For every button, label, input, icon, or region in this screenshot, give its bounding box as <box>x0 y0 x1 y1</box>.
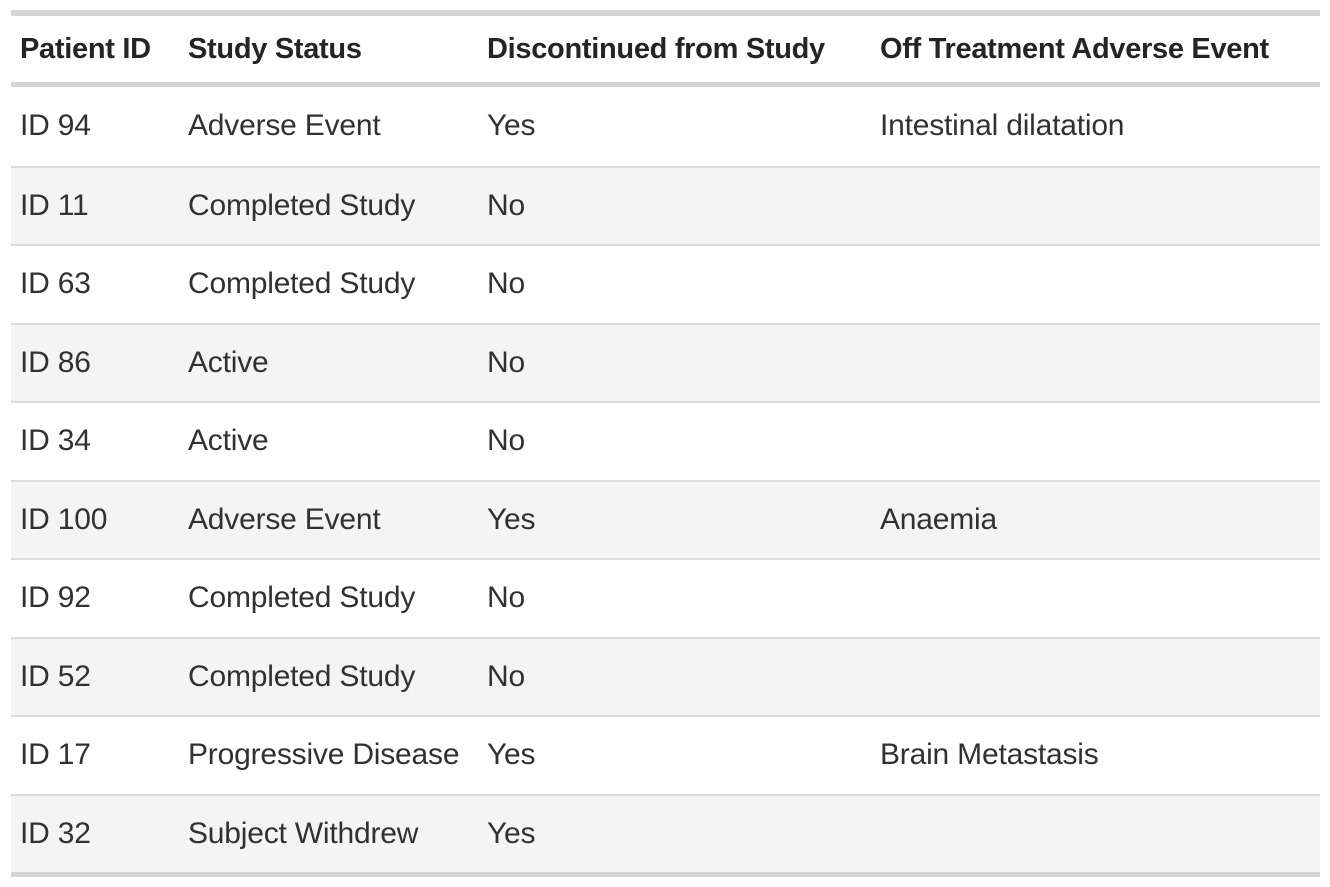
column-header-discontinued-from-study[interactable]: Discontinued from Study <box>487 32 825 65</box>
cell-study-status: Completed Study <box>188 188 416 222</box>
cell-study-status: Active <box>188 424 269 458</box>
column-header-off-treatment-adverse-event[interactable]: Off Treatment Adverse Event <box>880 32 1269 65</box>
cell-patient-id: ID 86 <box>20 345 91 379</box>
cell-patient-id: ID 94 <box>20 109 91 143</box>
cell-study-status: Completed Study <box>188 267 416 301</box>
cell-discontinued: Yes <box>487 816 536 850</box>
cell-patient-id: ID 100 <box>20 502 108 536</box>
cell-patient-id: ID 63 <box>20 267 91 301</box>
cell-patient-id: ID 32 <box>20 816 91 850</box>
cell-patient-id: ID 17 <box>20 738 91 772</box>
table-row[interactable]: ID 34 Active No <box>11 401 1320 480</box>
cell-study-status: Adverse Event <box>188 502 381 536</box>
table-row[interactable]: ID 11 Completed Study No <box>11 165 1320 244</box>
cell-adverse-event: Intestinal dilatation <box>880 109 1125 143</box>
table-row[interactable]: ID 100 Adverse Event Yes Anaemia <box>11 479 1320 558</box>
table-body: ID 94 Adverse Event Yes Intestinal dilat… <box>11 87 1320 877</box>
cell-study-status: Subject Withdrew <box>188 816 419 850</box>
cell-patient-id: ID 11 <box>20 188 89 222</box>
column-header-study-status[interactable]: Study Status <box>188 32 362 65</box>
table-row[interactable]: ID 63 Completed Study No <box>11 244 1320 323</box>
cell-discontinued: Yes <box>487 109 536 143</box>
cell-discontinued: No <box>487 659 525 693</box>
cell-discontinued: Yes <box>487 738 536 772</box>
cell-adverse-event: Anaemia <box>880 502 998 536</box>
cell-study-status: Completed Study <box>188 659 416 693</box>
cell-discontinued: No <box>487 345 525 379</box>
table-row[interactable]: ID 17 Progressive Disease Yes Brain Meta… <box>11 715 1320 794</box>
cell-discontinued: No <box>487 424 525 458</box>
cell-discontinued: Yes <box>487 502 536 536</box>
table-row[interactable]: ID 94 Adverse Event Yes Intestinal dilat… <box>11 87 1320 166</box>
table-header-row: Patient ID Study Status Discontinued fro… <box>11 10 1320 87</box>
table-row[interactable]: ID 32 Subject Withdrew Yes <box>11 793 1320 872</box>
cell-study-status: Progressive Disease <box>188 738 460 772</box>
cell-study-status: Completed Study <box>188 581 416 615</box>
cell-study-status: Active <box>188 345 269 379</box>
patient-study-table: Patient ID Study Status Discontinued fro… <box>11 10 1320 877</box>
table-row[interactable]: ID 92 Completed Study No <box>11 558 1320 637</box>
column-header-patient-id[interactable]: Patient ID <box>20 32 151 65</box>
cell-patient-id: ID 34 <box>20 424 91 458</box>
cell-discontinued: No <box>487 188 525 222</box>
cell-patient-id: ID 92 <box>20 581 91 615</box>
table-row[interactable]: ID 86 Active No <box>11 322 1320 401</box>
cell-discontinued: No <box>487 581 525 615</box>
table-row[interactable]: ID 52 Completed Study No <box>11 636 1320 715</box>
cell-discontinued: No <box>487 267 525 301</box>
cell-adverse-event: Brain Metastasis <box>880 738 1099 772</box>
cell-study-status: Adverse Event <box>188 109 381 143</box>
cell-patient-id: ID 52 <box>20 659 91 693</box>
